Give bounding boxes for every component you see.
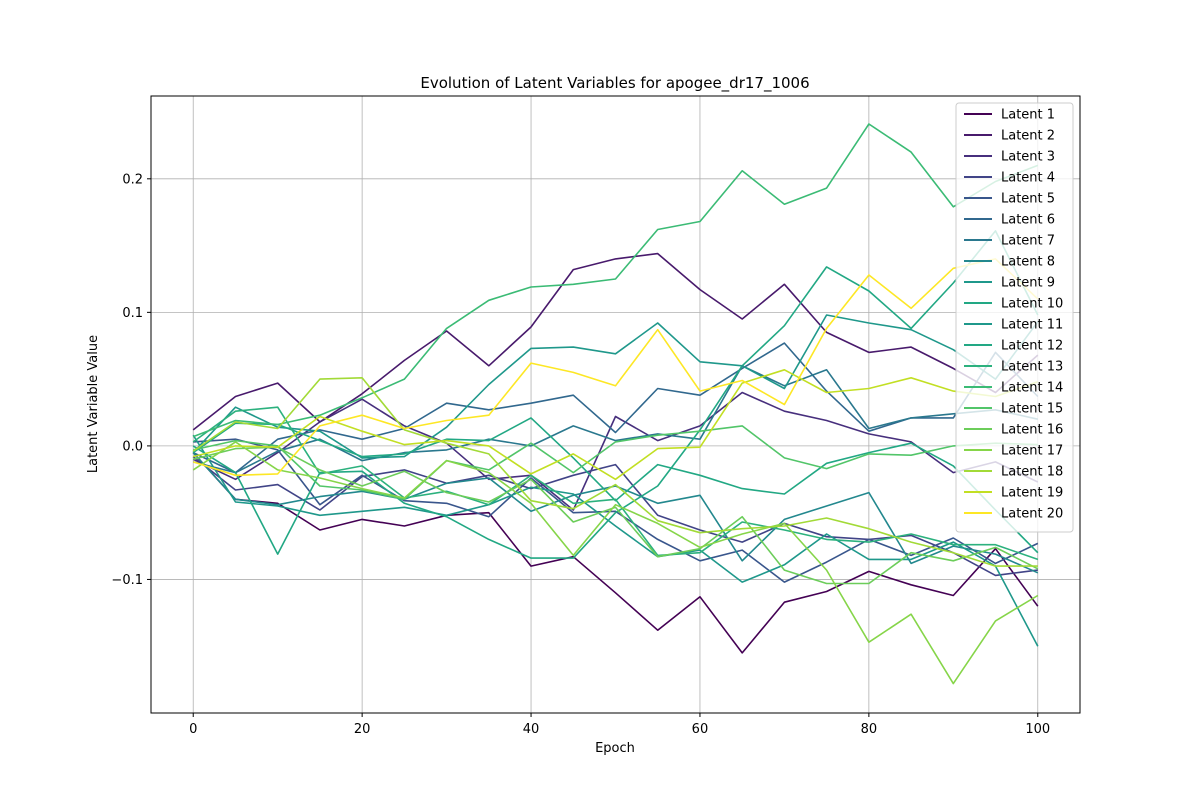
legend-entry: Latent 5: [1001, 192, 1055, 207]
series-line-latent-3: [192, 391, 1039, 511]
series-line-latent-8: [192, 452, 1039, 574]
x-tick-label: 80: [861, 722, 878, 737]
legend-entry: Latent 10: [1001, 297, 1063, 312]
legend-entry: Latent 15: [1001, 402, 1063, 417]
y-axis-label: Latent Variable Value: [86, 335, 101, 473]
plot-frame: [150, 95, 1081, 714]
legend-entry: Latent 17: [1001, 444, 1063, 459]
legend-entry: Latent 2: [1001, 129, 1055, 144]
series-line-latent-19: [193, 368, 1039, 481]
series-line-latent-18: [192, 376, 1038, 567]
x-axis-label: Epoch: [595, 741, 635, 756]
grid-lines: [151, 96, 1080, 713]
series-line-latent-7: [193, 364, 1038, 474]
x-tick-label: 0: [189, 722, 197, 737]
series-line-latent-14: [192, 123, 1039, 438]
legend-box: [955, 102, 1074, 533]
legend-entry: Latent 9: [1001, 276, 1055, 291]
legend-entry: Latent 20: [1001, 507, 1063, 522]
series-line-latent-15: [193, 425, 1038, 501]
legend-entry: Latent 3: [1001, 150, 1055, 165]
y-tick-label: 0.1: [122, 306, 143, 321]
x-tick-label: 20: [354, 722, 371, 737]
y-tick-label: 0.2: [122, 172, 143, 187]
series-line-latent-11: [192, 314, 1039, 459]
series-line-latent-9: [192, 434, 1039, 647]
series-line-latent-10: [192, 230, 1039, 559]
y-tick-label: 0.0: [122, 439, 143, 454]
legend-entry: Latent 18: [1001, 465, 1063, 480]
series-line-latent-17: [192, 441, 1039, 685]
series-line-latent-16: [193, 446, 1039, 585]
legend-entry: Latent 19: [1001, 486, 1063, 501]
series-line-latent-2: [192, 252, 1039, 431]
x-tick-label: 60: [692, 722, 709, 737]
series-line-latent-20: [192, 258, 1039, 477]
legend-entry: Latent 12: [1001, 339, 1063, 354]
series-lines: [192, 123, 1039, 685]
legend-entry: Latent 14: [1001, 381, 1063, 396]
plot-area: [192, 123, 1039, 685]
legend-entry: Latent 11: [1001, 318, 1063, 333]
series-line-latent-12: [192, 417, 1039, 554]
x-tick-label: 40: [523, 722, 540, 737]
legend-entry: Latent 8: [1001, 255, 1055, 270]
legend-entry: Latent 7: [1001, 234, 1055, 249]
series-line-latent-6: [192, 342, 1039, 474]
series-line-latent-13: [192, 406, 1039, 561]
legend: Latent 1 Latent 2 Latent 3 Latent 4 Latent 5…: [955, 102, 1074, 533]
legend-entry: Latent 13: [1001, 360, 1063, 375]
legend-entry: Latent 4: [1001, 171, 1055, 186]
axis-ticks: 0 20 40 60 80 100 −0.1 0.0 0.1 0.2: [111, 172, 1050, 737]
x-tick-label: 100: [1025, 722, 1050, 737]
series-line-latent-1: [192, 452, 1039, 654]
chart-title: Evolution of Latent Variables for apogee…: [420, 74, 809, 93]
y-tick-label: −0.1: [111, 573, 143, 588]
legend-entry: Latent 16: [1001, 423, 1063, 438]
legend-entry: Latent 6: [1001, 213, 1055, 228]
legend-entry: Latent 1: [1001, 108, 1055, 123]
